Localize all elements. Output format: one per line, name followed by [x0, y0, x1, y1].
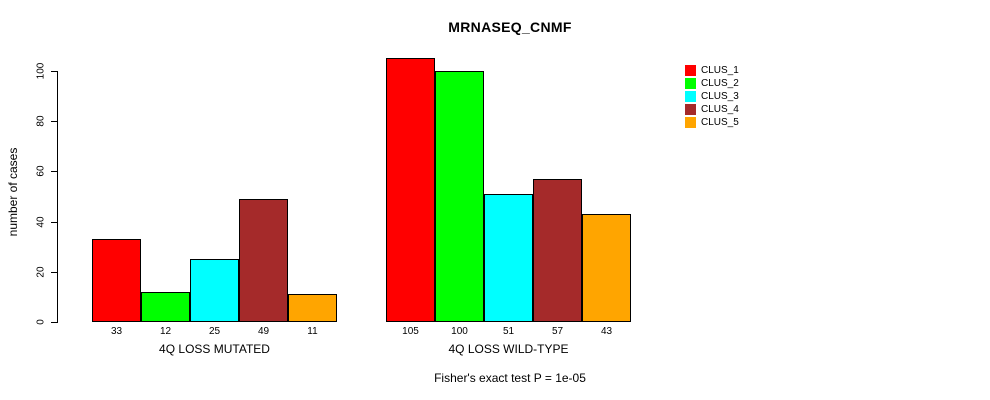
- y-tick-label: 20: [35, 266, 47, 278]
- legend-row: CLUS_5: [685, 116, 739, 129]
- bar-value-label: 57: [551, 326, 564, 337]
- y-tick: [51, 272, 57, 273]
- legend-label: CLUS_3: [701, 91, 739, 102]
- y-tick: [51, 322, 57, 323]
- bar: [92, 239, 141, 322]
- bar: [582, 214, 631, 322]
- bar: [288, 294, 337, 322]
- legend-swatch: [685, 104, 696, 115]
- bar-value-label: 100: [451, 326, 468, 337]
- y-tick-label: 40: [35, 216, 47, 228]
- y-axis-line: [57, 71, 58, 323]
- bar: [533, 179, 582, 322]
- bar-value-label: 49: [257, 326, 270, 337]
- legend-swatch: [685, 117, 696, 128]
- bar: [484, 194, 533, 322]
- bar: [239, 199, 288, 322]
- y-tick: [51, 121, 57, 122]
- bar-value-label: 11: [307, 326, 318, 337]
- bar: [435, 71, 484, 322]
- bar-value-label: 12: [159, 326, 172, 337]
- bar-value-label: 33: [110, 326, 123, 337]
- legend-label: CLUS_2: [701, 78, 739, 89]
- legend-row: CLUS_1: [685, 64, 739, 77]
- bar-value-label: 51: [502, 326, 515, 337]
- bar-value-label: 105: [402, 326, 419, 337]
- y-tick: [51, 71, 57, 72]
- y-tick-label: 60: [35, 165, 47, 177]
- legend-label: CLUS_4: [701, 104, 739, 115]
- legend-swatch: [685, 65, 696, 76]
- y-tick-label: 0: [35, 319, 47, 325]
- y-tick-label: 100: [35, 62, 47, 80]
- legend: CLUS_1 CLUS_2 CLUS_3 CLUS_4 CLUS_5: [685, 64, 739, 129]
- legend-swatch: [685, 91, 696, 102]
- legend-swatch: [685, 78, 696, 89]
- bar-value-label: 25: [208, 326, 221, 337]
- y-tick: [51, 222, 57, 223]
- group-label: 4Q LOSS WILD-TYPE: [448, 342, 569, 356]
- annotation-text: Fisher's exact test P = 1e-05: [434, 371, 586, 385]
- bar: [386, 58, 435, 322]
- y-axis-title: number of cases: [6, 147, 20, 237]
- legend-row: CLUS_4: [685, 103, 739, 116]
- legend-row: CLUS_3: [685, 90, 739, 103]
- legend-label: CLUS_5: [701, 117, 739, 128]
- group-label: 4Q LOSS MUTATED: [159, 342, 270, 356]
- bar: [190, 259, 239, 322]
- legend-label: CLUS_1: [701, 65, 739, 76]
- bar-value-label: 43: [600, 326, 613, 337]
- y-tick-label: 80: [35, 115, 47, 127]
- legend-row: CLUS_2: [685, 77, 739, 90]
- bar: [141, 292, 190, 322]
- chart-title: MRNASEQ_CNMF: [448, 19, 572, 35]
- y-tick: [51, 171, 57, 172]
